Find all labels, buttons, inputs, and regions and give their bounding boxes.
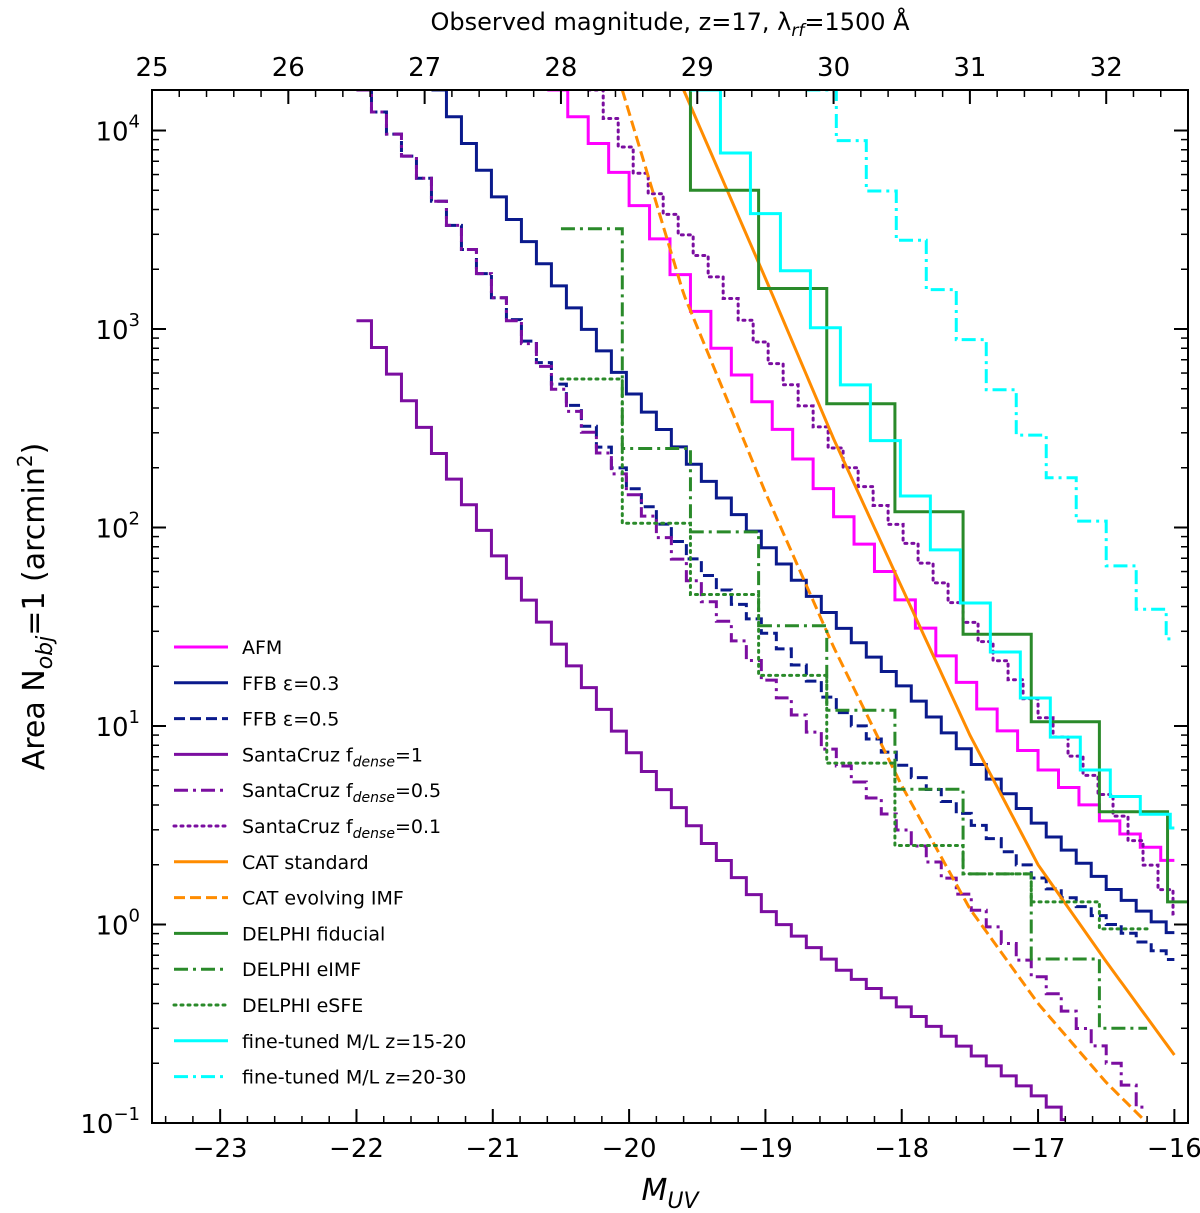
series-line-8: [688, 90, 1188, 904]
y-tick-label: 101: [95, 707, 140, 743]
top-tick-label: 26: [272, 53, 305, 83]
legend-label-5: SantaCruz fdense=0.1: [242, 816, 441, 842]
top-tick-label: 27: [408, 53, 441, 83]
x-tick-label: −20: [602, 1134, 657, 1164]
y-tick-label: 100: [95, 906, 140, 942]
legend-label-2: FFB ε=0.5: [242, 709, 339, 731]
top-axis-title: Observed magnitude, z=17, λrf=1500 Å: [430, 7, 910, 41]
series-line-0: [547, 90, 1175, 862]
y-tick-label: 10−1: [80, 1104, 140, 1140]
x-tick-label: −19: [738, 1134, 793, 1164]
top-tick-label: 28: [544, 53, 577, 83]
series-line-7: [620, 90, 1147, 1123]
axes-layer: −23 −22 −21 −20 −19 −18 −17 −16 25 26 27 28 29 30 31 32…: [80, 53, 1200, 1164]
legend-label-8: DELPHI fiducial: [242, 923, 385, 945]
legend-label-12: fine-tuned M/L z=20-30: [242, 1067, 466, 1089]
legend-label-6: CAT standard: [242, 852, 369, 874]
axis-titles: MUV Area Nobj=1 (arcmin2) Observed magnitu…: [13, 7, 910, 1213]
legend-label-1: FFB ε=0.3: [242, 673, 339, 695]
legend-label-3: SantaCruz fdense=1: [242, 744, 423, 770]
top-tick-label: 30: [817, 53, 850, 83]
y-tick-label: 104: [95, 112, 140, 148]
x-tick-label: −16: [1147, 1134, 1200, 1164]
x-tick-label: −22: [329, 1134, 384, 1164]
series-line-9: [560, 227, 1148, 1030]
series-line-4: [356, 90, 1148, 1109]
legend-label-10: DELPHI eSFE: [242, 995, 363, 1017]
legend-label-4: SantaCruz fdense=0.5: [242, 780, 441, 806]
x-tick-label: −18: [874, 1134, 929, 1164]
x-tick-label: −21: [465, 1134, 520, 1164]
series-line-5: [586, 90, 1176, 916]
series-line-3: [356, 319, 1066, 1122]
series-line-10: [559, 377, 1149, 931]
series-line-1: [431, 90, 1175, 935]
top-tick-label: 29: [681, 53, 714, 83]
x-tick-label: −23: [193, 1134, 248, 1164]
legend-label-9: DELPHI eIMF: [242, 959, 361, 981]
y-tick-label: 102: [95, 509, 140, 545]
legend-label-7: CAT evolving IMF: [242, 888, 404, 910]
top-tick-label: 32: [1090, 53, 1123, 83]
series-layer: [356, 90, 1188, 1123]
y-tick-label: 103: [95, 310, 140, 346]
top-tick-label: 31: [953, 53, 986, 83]
series-line-2: [356, 90, 1175, 962]
series-line-12: [806, 90, 1175, 641]
legend: AFM FFB ε=0.3 FFB ε=0.5 SantaCruz fdense=1 S…: [172, 637, 466, 1089]
legend-label-11: fine-tuned M/L z=15-20: [242, 1031, 466, 1053]
x-tick-label: −17: [1011, 1134, 1066, 1164]
top-tick-label: 25: [135, 53, 168, 83]
legend-label-0: AFM: [242, 637, 282, 659]
series-line-6: [682, 90, 1176, 1056]
x-axis-title: MUV: [641, 1173, 700, 1213]
series-line-11: [690, 90, 1175, 830]
y-axis-title: Area Nobj=1 (arcmin2): [13, 443, 58, 771]
